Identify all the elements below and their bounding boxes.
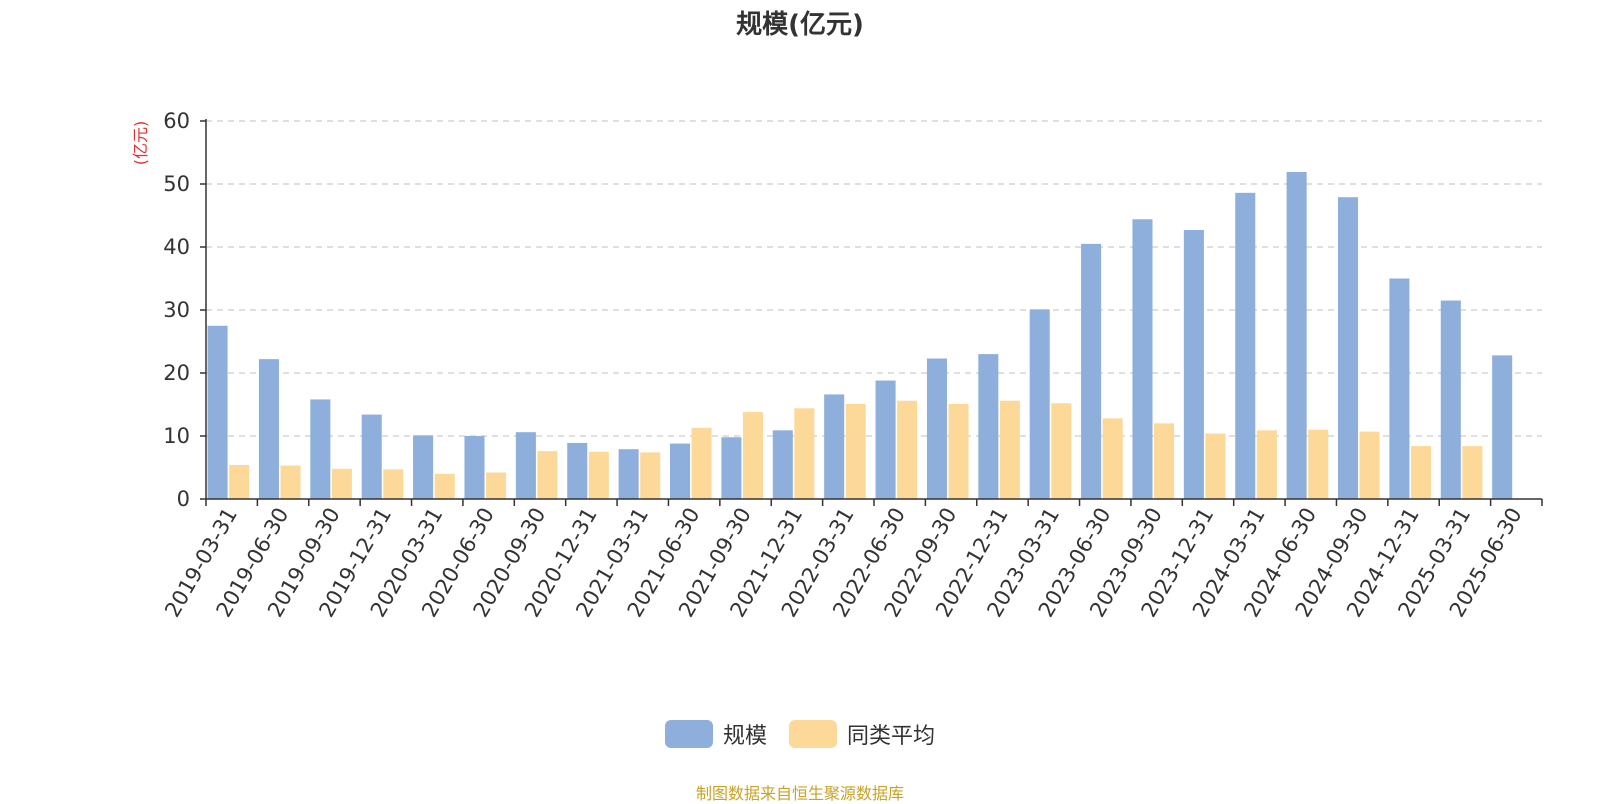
bar-scale	[1492, 355, 1513, 499]
bar-scale	[1235, 192, 1256, 499]
bar-scale	[978, 354, 999, 499]
bar-peer-average	[280, 465, 301, 499]
bar-scale	[464, 436, 485, 499]
chart-title: 规模(亿元)	[736, 10, 864, 40]
bar-peer-average	[537, 451, 558, 499]
source-note: 制图数据来自恒生聚源数据库	[695, 784, 904, 803]
legend-label-peer-average: 同类平均	[847, 724, 936, 749]
bar-scale	[1029, 309, 1050, 499]
bar-scale	[1440, 300, 1461, 499]
y-tick-label: 0	[177, 487, 190, 511]
bar-scale	[875, 380, 896, 499]
bar-scale	[1183, 229, 1204, 500]
bar-peer-average	[1308, 429, 1329, 499]
y-tick-label: 30	[163, 298, 190, 322]
legend-item-scale[interactable]: 规模	[664, 718, 767, 750]
bar-peer-average	[1051, 403, 1072, 499]
bar-peer-average	[948, 403, 969, 499]
bar-peer-average	[794, 408, 815, 499]
bar-scale	[721, 437, 742, 499]
bar-peer-average	[588, 451, 609, 499]
bar-scale	[258, 359, 279, 499]
bar-peer-average	[383, 469, 404, 499]
bar-peer-average	[1359, 431, 1380, 499]
axes: 01020304050602019-03-312019-06-302019-09…	[160, 109, 1543, 621]
bar-scale	[824, 394, 845, 499]
bar-peer-average	[640, 452, 661, 499]
bar-peer-average	[486, 472, 507, 499]
bar-scale	[1132, 219, 1153, 499]
bar-scale	[1081, 243, 1102, 499]
bar-scale	[515, 432, 536, 499]
bar-peer-average	[331, 468, 352, 499]
bar-peer-average	[845, 403, 866, 499]
y-tick-label: 50	[163, 172, 190, 196]
legend: 规模 同类平均	[0, 718, 1600, 750]
y-tick-label: 60	[163, 109, 190, 133]
bar-peer-average	[1410, 446, 1432, 499]
bar-peer-average	[742, 412, 764, 499]
bar-peer-average	[1256, 430, 1277, 499]
y-tick-label: 10	[163, 424, 190, 448]
bar-scale	[1338, 197, 1359, 500]
bar-peer-average	[434, 473, 455, 499]
legend-item-peer-average[interactable]: 同类平均	[789, 718, 935, 750]
bar-scale	[310, 399, 331, 499]
legend-swatch-scale	[664, 720, 713, 748]
bar-scale	[670, 443, 691, 499]
y-axis-label: (亿元)	[131, 121, 150, 166]
bar-peer-average	[1205, 433, 1226, 499]
bar-peer-average	[1462, 446, 1483, 499]
bar-scale	[361, 414, 382, 499]
bar-scale	[413, 435, 434, 499]
bar-peer-average	[999, 400, 1020, 499]
bar-peer-average	[1102, 418, 1123, 499]
y-tick-label: 40	[163, 235, 190, 259]
bar-scale	[207, 325, 228, 499]
bar-peer-average	[1154, 423, 1175, 499]
bar-scale	[926, 358, 947, 499]
bar-peer-average	[897, 400, 918, 499]
bar-peer-average	[229, 464, 250, 499]
bar-peer-average	[691, 427, 712, 499]
bar-scale	[618, 449, 639, 499]
y-tick-label: 20	[163, 361, 190, 385]
legend-swatch-peer-average	[789, 720, 837, 748]
bar-scale	[1286, 172, 1307, 499]
legend-label-scale: 规模	[722, 724, 767, 749]
bars	[207, 172, 1513, 500]
bar-scale	[772, 430, 793, 499]
bar-scale	[567, 442, 588, 499]
bar-scale	[1389, 278, 1410, 499]
